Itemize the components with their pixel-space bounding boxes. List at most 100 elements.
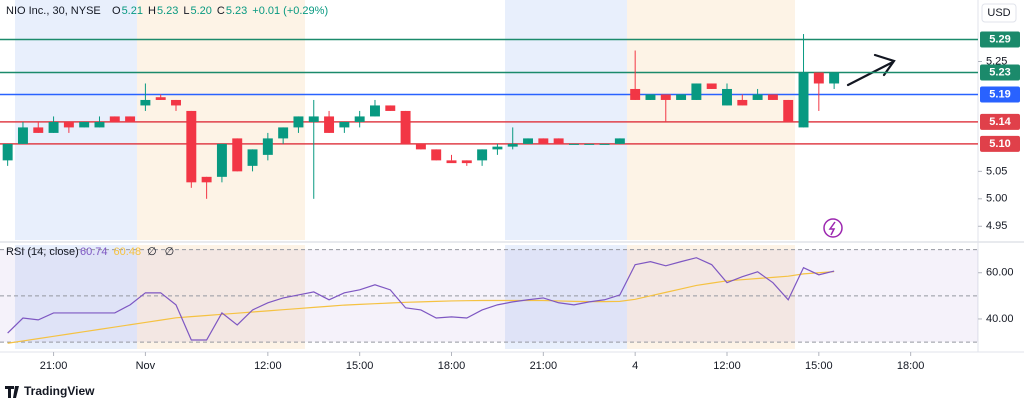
candle-body xyxy=(798,72,809,128)
candle-body xyxy=(737,99,748,106)
candle-body xyxy=(324,116,335,133)
legend-value: 5.20 xyxy=(190,5,211,17)
pane-extra: ∅ xyxy=(147,246,157,258)
logo-text: TradingView xyxy=(24,384,95,398)
pane-value: 60.48 xyxy=(114,246,142,258)
candle-body xyxy=(415,143,426,150)
legend-value: 5.21 xyxy=(122,5,143,17)
x-tick-label: 15:00 xyxy=(805,360,833,372)
logo-mark xyxy=(5,386,19,398)
pane-title: RSI (14, close) xyxy=(6,246,79,258)
candle-body xyxy=(79,121,90,128)
price-label: 5.29 xyxy=(989,33,1010,45)
legend-change: +0.01 (+0.29%) xyxy=(252,5,328,17)
session-shade xyxy=(627,0,795,240)
legend-value: 5.23 xyxy=(157,5,178,17)
candle-body xyxy=(201,176,212,183)
candle-body xyxy=(400,110,411,144)
candle-body xyxy=(431,149,442,161)
candle-body xyxy=(492,146,503,150)
candle-body xyxy=(691,83,702,100)
candle-body xyxy=(385,105,396,111)
y-tick-label: 60.00 xyxy=(986,267,1014,279)
currency-label: USD xyxy=(987,7,1010,19)
legend-key: C xyxy=(217,5,225,17)
candle-body xyxy=(660,94,671,100)
session-shade xyxy=(505,245,627,349)
y-tick-label: 5.25 xyxy=(986,55,1007,67)
candle-body xyxy=(538,138,549,144)
candle-body xyxy=(2,143,13,161)
pane-value: 60.74 xyxy=(80,246,108,258)
candle-body xyxy=(232,138,243,172)
currency-box xyxy=(981,3,1017,23)
arrow-annotation xyxy=(846,53,896,87)
candle-body xyxy=(645,94,656,100)
x-tick-label: 12:00 xyxy=(254,360,282,372)
candle-body xyxy=(247,149,258,166)
candle-body xyxy=(553,138,564,144)
candle-body xyxy=(630,88,641,100)
candle-body xyxy=(523,138,534,144)
candle-body xyxy=(829,72,840,84)
x-tick-label: 18:00 xyxy=(897,360,925,372)
session-shade xyxy=(137,0,305,240)
price-label-box xyxy=(980,113,1020,130)
candle-body xyxy=(813,72,824,84)
price-label-box xyxy=(980,31,1020,48)
candle-body xyxy=(783,99,794,122)
price-label: 5.10 xyxy=(989,138,1010,150)
y-tick-label: 5.00 xyxy=(986,193,1007,205)
event-icon-bolt xyxy=(828,221,836,236)
candle-body xyxy=(216,143,227,177)
price-label: 5.19 xyxy=(989,88,1010,100)
candle-body xyxy=(752,94,763,100)
candle-body xyxy=(308,116,319,122)
candle-body xyxy=(262,138,273,155)
price-label-box xyxy=(980,135,1020,152)
candle-body xyxy=(706,83,717,89)
candle-body xyxy=(614,138,625,144)
rsi-line xyxy=(7,271,835,344)
candle-body xyxy=(63,121,74,128)
candle-body xyxy=(186,110,197,183)
candle-body xyxy=(155,97,166,100)
price-label-box xyxy=(980,64,1020,81)
y-tick-label: 5.05 xyxy=(986,165,1007,177)
legend-value: 5.23 xyxy=(226,5,247,17)
x-tick-label: 18:00 xyxy=(438,360,466,372)
price-label-box xyxy=(980,86,1020,103)
x-tick-label: 15:00 xyxy=(346,360,374,372)
candle-body xyxy=(767,94,778,100)
candle-body xyxy=(48,121,59,133)
candle-body xyxy=(722,88,732,106)
y-tick-label: 4.95 xyxy=(986,220,1007,232)
x-tick-label: 4 xyxy=(632,360,638,372)
legend-key: L xyxy=(183,5,189,17)
candle-body xyxy=(568,143,579,145)
price-label: 5.23 xyxy=(989,66,1010,78)
candle-body xyxy=(507,143,518,147)
chart-title: NIO Inc., 30, NYSE xyxy=(6,5,101,17)
x-tick-label: 21:00 xyxy=(530,360,558,372)
candle-body xyxy=(461,160,472,164)
x-tick-label: 12:00 xyxy=(713,360,741,372)
candle-body xyxy=(94,121,105,128)
candle-body xyxy=(477,149,488,161)
candle-body xyxy=(140,99,151,106)
session-shade xyxy=(505,0,627,240)
event-icon[interactable] xyxy=(823,218,843,238)
candle-body xyxy=(17,127,28,144)
candle-body xyxy=(584,143,595,145)
rsi-band xyxy=(0,249,978,343)
candle-body xyxy=(278,127,289,139)
x-tick-label: Nov xyxy=(136,360,156,372)
candle-body xyxy=(109,116,120,122)
candle-body xyxy=(293,116,304,128)
session-shade xyxy=(15,245,137,349)
x-tick-label: 21:00 xyxy=(40,360,68,372)
candle-body xyxy=(599,143,610,145)
candle-body xyxy=(339,121,350,128)
candle-body xyxy=(33,127,44,133)
